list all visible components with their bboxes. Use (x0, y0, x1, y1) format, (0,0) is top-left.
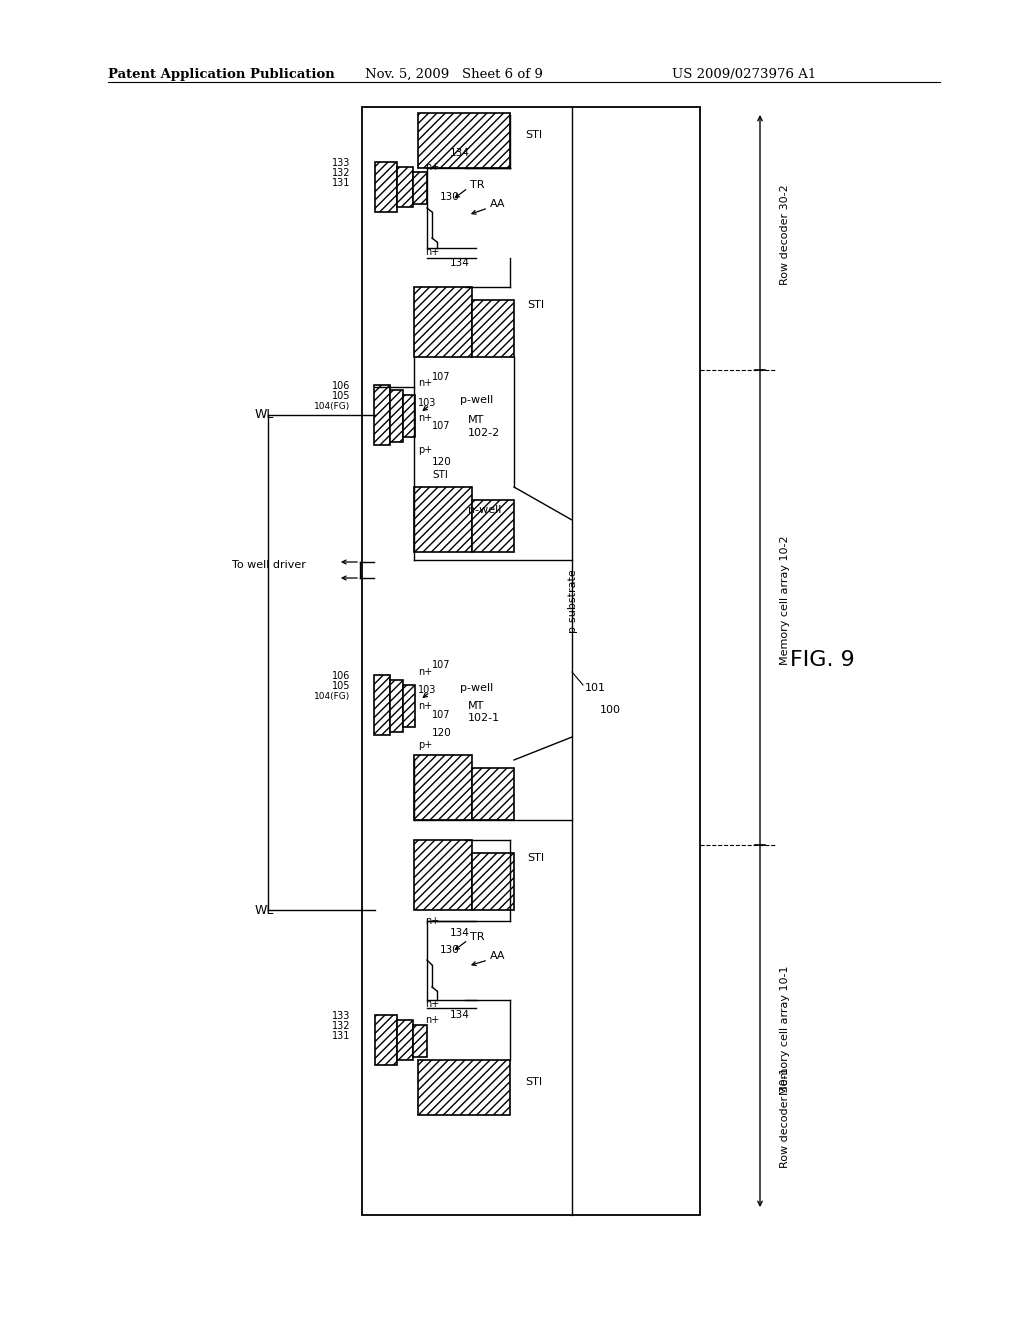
Text: p+: p+ (418, 741, 432, 750)
Text: n+: n+ (425, 247, 439, 257)
Bar (414, 840, 472, 909)
Text: 102-1: 102-1 (468, 713, 500, 723)
Text: 134: 134 (450, 1010, 470, 1020)
Text: n+: n+ (418, 701, 432, 711)
Text: Nov. 5, 2009   Sheet 6 of 9: Nov. 5, 2009 Sheet 6 of 9 (365, 69, 543, 81)
Text: MT: MT (468, 414, 484, 425)
Text: 102-2: 102-2 (468, 428, 501, 438)
Text: 134: 134 (450, 257, 470, 268)
Text: n+: n+ (418, 667, 432, 677)
Text: 105: 105 (332, 391, 350, 401)
Text: WL: WL (255, 408, 274, 421)
Text: 106: 106 (332, 671, 350, 681)
Text: 132: 132 (332, 1020, 350, 1031)
Text: STI: STI (527, 300, 544, 310)
Text: 133: 133 (332, 158, 350, 168)
Text: TR: TR (470, 932, 484, 942)
Text: STI: STI (527, 853, 544, 863)
Text: 107: 107 (432, 710, 451, 719)
Text: n+: n+ (425, 162, 439, 172)
Bar (413, 1026, 427, 1057)
Text: 134: 134 (450, 928, 470, 939)
Text: n+: n+ (425, 916, 439, 927)
Text: 134: 134 (450, 148, 470, 158)
Text: 106: 106 (332, 381, 350, 391)
Text: Row decoder 30-2: Row decoder 30-2 (780, 185, 790, 285)
Text: n+: n+ (425, 1015, 439, 1026)
Bar (362, 107, 700, 1214)
Text: 100: 100 (600, 705, 621, 715)
Bar (472, 768, 514, 820)
Text: Patent Application Publication: Patent Application Publication (108, 69, 335, 81)
Text: n+: n+ (425, 999, 439, 1008)
Text: 107: 107 (432, 372, 451, 381)
Bar (374, 385, 390, 445)
Text: 130: 130 (440, 191, 460, 202)
Text: 131: 131 (332, 178, 350, 187)
Bar (414, 487, 472, 552)
Text: 104(FG): 104(FG) (313, 693, 350, 701)
Bar (403, 395, 415, 437)
Bar (403, 685, 415, 727)
Text: 132: 132 (332, 168, 350, 178)
Text: Row decoder 30-1: Row decoder 30-1 (780, 1068, 790, 1168)
Text: STI: STI (525, 129, 542, 140)
Text: WL: WL (255, 903, 274, 916)
Text: 103: 103 (418, 399, 436, 408)
Bar (375, 1015, 397, 1065)
Bar (397, 1020, 413, 1060)
Bar (418, 1060, 510, 1115)
Text: Memory cell array 10-1: Memory cell array 10-1 (780, 965, 790, 1094)
Text: 105: 105 (332, 681, 350, 690)
Text: n-well: n-well (468, 506, 502, 515)
Bar (375, 162, 397, 213)
Text: p-substrate: p-substrate (567, 568, 577, 632)
Bar (472, 853, 514, 909)
Bar (390, 389, 403, 442)
Text: 120: 120 (432, 729, 452, 738)
Text: 107: 107 (432, 660, 451, 671)
Text: To well driver: To well driver (232, 560, 306, 570)
Text: p-well: p-well (460, 395, 494, 405)
Text: STI: STI (432, 470, 447, 480)
Bar (418, 114, 510, 168)
Text: MT: MT (468, 701, 484, 711)
Text: p-well: p-well (460, 682, 494, 693)
Bar (374, 675, 390, 735)
Text: 120: 120 (432, 457, 452, 467)
Bar (472, 500, 514, 552)
Text: TR: TR (470, 180, 484, 190)
Text: 130: 130 (440, 945, 460, 954)
Text: AA: AA (490, 950, 506, 961)
Text: 104(FG): 104(FG) (313, 403, 350, 412)
Text: STI: STI (525, 1077, 542, 1086)
Text: 101: 101 (585, 682, 606, 693)
Text: FIG. 9: FIG. 9 (790, 649, 855, 671)
Text: AA: AA (490, 199, 506, 209)
Text: 103: 103 (418, 685, 436, 696)
Text: 131: 131 (332, 1031, 350, 1041)
Bar (397, 168, 413, 207)
Bar (472, 300, 514, 356)
Bar (390, 680, 403, 733)
Bar (413, 172, 427, 205)
Text: n+: n+ (418, 413, 432, 422)
Text: n+: n+ (418, 378, 432, 388)
Text: 133: 133 (332, 1011, 350, 1020)
Bar (414, 286, 472, 356)
Bar (414, 755, 472, 820)
Text: 107: 107 (432, 421, 451, 432)
Text: p+: p+ (418, 445, 432, 455)
Text: Memory cell array 10-2: Memory cell array 10-2 (780, 535, 790, 665)
Text: US 2009/0273976 A1: US 2009/0273976 A1 (672, 69, 816, 81)
